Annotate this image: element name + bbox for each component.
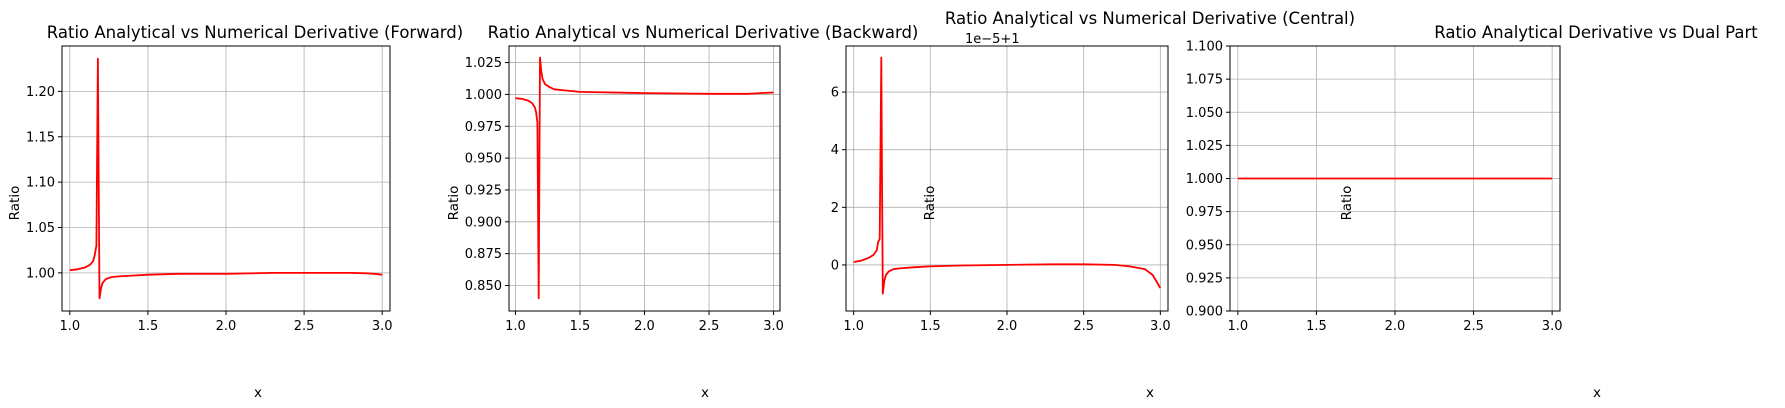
y-axis-label: Ratio (7, 186, 23, 221)
x-axis-label: x (1146, 385, 1154, 401)
grid (846, 46, 1168, 311)
y-tick-label: 1.000 (1186, 172, 1223, 187)
x-tick-label: 2.0 (216, 319, 237, 334)
x-tick-label: 1.5 (1306, 319, 1327, 334)
y-tick-label: 1.025 (465, 56, 502, 71)
x-axis-label: x (254, 385, 262, 401)
series-line (69, 57, 383, 300)
y-tick-label: 0.850 (465, 279, 502, 294)
x-tick-label: 1.0 (505, 319, 526, 334)
y-tick-label: 6 (831, 86, 839, 101)
y-tick-label: 1.15 (26, 130, 55, 145)
y-tick-label: 1.00 (26, 266, 55, 281)
x-tick-label: 2.5 (1463, 319, 1484, 334)
y-tick-label: 1.05 (26, 221, 55, 236)
x-tick-label: 2.5 (294, 319, 315, 334)
chart-title: Ratio Analytical vs Numerical Derivative… (488, 23, 919, 42)
y-axis-label: Ratio (1339, 186, 1355, 221)
y-tick-label: 0 (831, 258, 839, 273)
y-tick-label: 0.925 (465, 183, 502, 198)
series-line (853, 56, 1162, 295)
x-tick-label: 1.0 (59, 319, 80, 334)
y-tick-label: 0.975 (465, 120, 502, 135)
x-tick-label: 3.0 (1542, 319, 1563, 334)
x-tick-label: 3.0 (1150, 319, 1171, 334)
x-tick-label: 2.0 (1385, 319, 1406, 334)
y-tick-label: 1.100 (1186, 40, 1223, 55)
y-tick-label: 4 (831, 143, 839, 158)
forward-ratio-chart: Ratio Analytical vs Numerical Derivative… (7, 23, 463, 401)
y-tick-label: 1.075 (1186, 73, 1223, 88)
y-tick-label: 1.20 (26, 85, 55, 100)
y-tick-label: 0.950 (1186, 238, 1223, 253)
grid (509, 46, 780, 311)
y-tick-label: 0.950 (465, 152, 502, 167)
x-tick-label: 2.0 (997, 319, 1018, 334)
y-tick-label: 0.900 (465, 215, 502, 230)
y-tick-label: 0.975 (1186, 205, 1223, 220)
chart-title: Ratio Analytical Derivative vs Dual Part (1434, 23, 1758, 42)
y-tick-label: 0.925 (1186, 271, 1223, 286)
x-axis-label: x (701, 385, 709, 401)
x-tick-label: 3.0 (763, 319, 784, 334)
y-tick-label: 1.000 (465, 88, 502, 103)
y-tick-label: 0.875 (465, 247, 502, 262)
offset-text: 1e−5+1 (965, 32, 1020, 47)
x-tick-label: 1.5 (920, 319, 941, 334)
y-tick-label: 1.10 (26, 176, 55, 191)
x-tick-label: 2.0 (634, 319, 655, 334)
backward-ratio-chart: Ratio Analytical vs Numerical Derivative… (446, 23, 918, 401)
y-axis-label: Ratio (446, 186, 462, 221)
grid (62, 46, 390, 311)
y-tick-label: 2 (831, 201, 839, 216)
central-ratio-chart: Ratio Analytical vs Numerical Derivative… (831, 9, 1355, 401)
series-line (515, 56, 774, 300)
chart-title: Ratio Analytical vs Numerical Derivative… (945, 9, 1355, 28)
x-tick-label: 3.0 (372, 319, 393, 334)
x-tick-label: 1.0 (843, 319, 864, 334)
y-tick-label: 1.050 (1186, 106, 1223, 121)
dual-part-ratio-chart: Ratio Analytical Derivative vs Dual Part… (1186, 23, 1758, 401)
y-tick-label: 0.900 (1186, 305, 1223, 320)
chart-title: Ratio Analytical vs Numerical Derivative… (47, 23, 463, 42)
y-tick-label: 1.025 (1186, 139, 1223, 154)
x-tick-label: 2.5 (1073, 319, 1094, 334)
x-tick-label: 1.5 (570, 319, 591, 334)
x-tick-label: 1.0 (1228, 319, 1249, 334)
x-tick-label: 1.5 (138, 319, 159, 334)
y-axis-label: Ratio (922, 186, 938, 221)
x-axis-label: x (1593, 385, 1601, 401)
x-tick-label: 2.5 (699, 319, 720, 334)
